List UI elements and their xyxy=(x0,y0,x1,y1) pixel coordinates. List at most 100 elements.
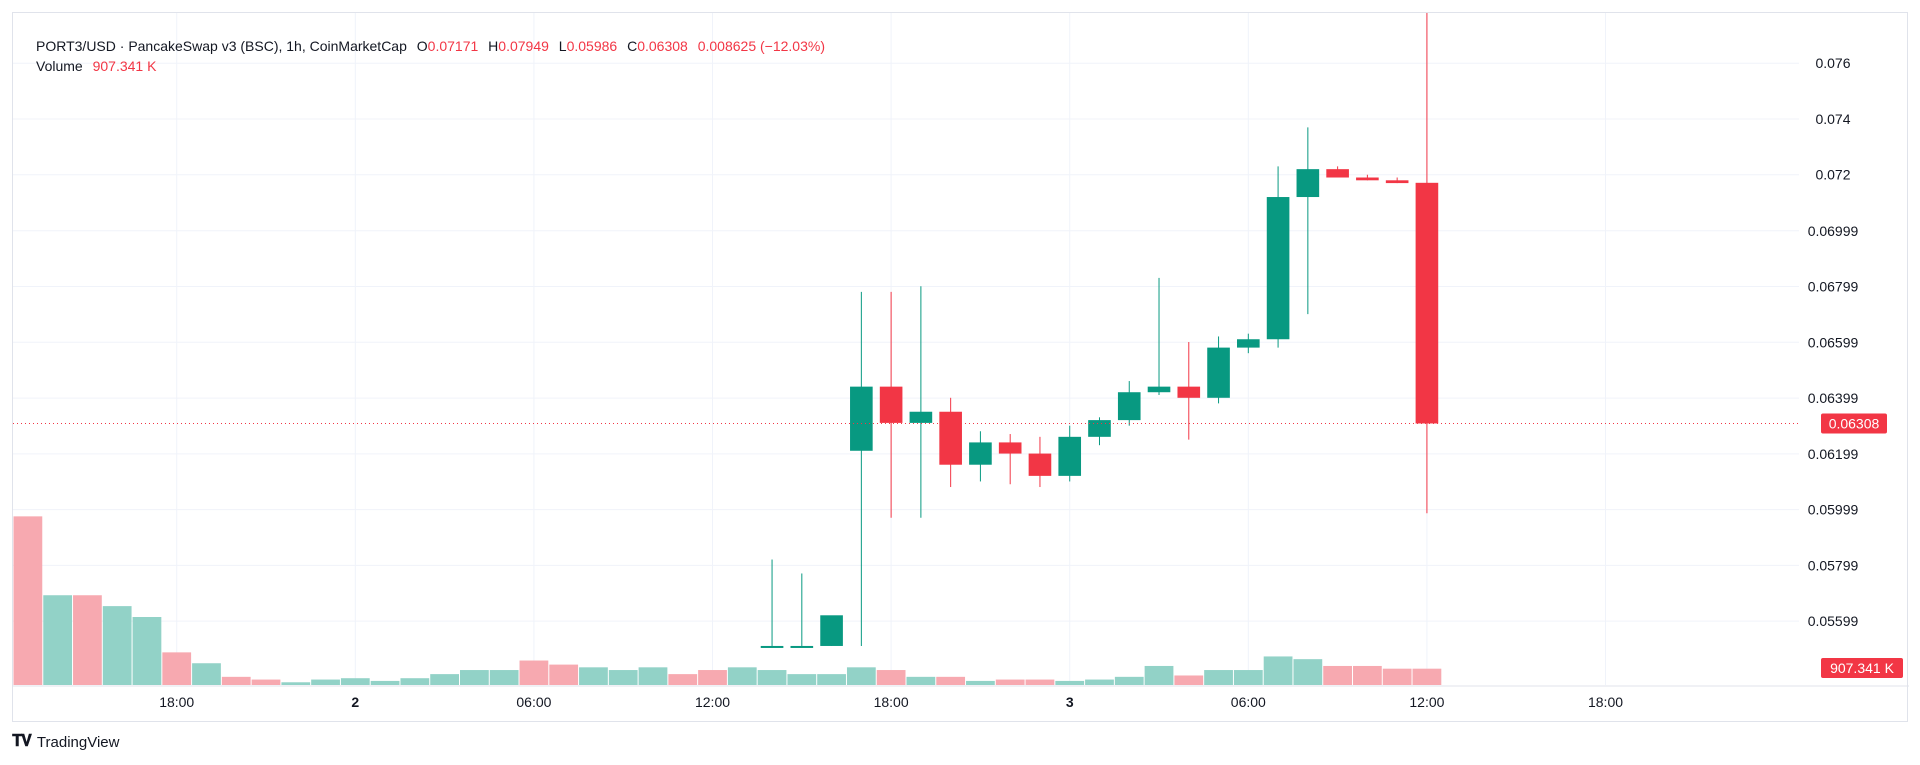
high-label: H xyxy=(488,38,499,54)
chart-frame[interactable]: 0.076 0.074 0.072 0.06999 0.06799 0.06599 0.06… xyxy=(12,12,1909,723)
y-tick-label: 0.076 xyxy=(1815,55,1850,71)
candlestick-chart[interactable]: 0.076 0.074 0.072 0.06999 0.06799 0.06599 0.06… xyxy=(13,13,1909,723)
volume-bar xyxy=(1263,656,1293,685)
volume-bar xyxy=(698,670,727,685)
volume-bar xyxy=(1293,659,1323,685)
volume-bar xyxy=(281,682,311,685)
y-tick-label: 0.06199 xyxy=(1808,446,1859,462)
volume-bar xyxy=(906,676,936,685)
y-tick-label: 0.074 xyxy=(1815,111,1850,127)
volume-bar xyxy=(519,660,549,685)
volume-bar xyxy=(757,670,787,685)
brand-label: TradingView xyxy=(36,733,120,751)
open-label: O xyxy=(416,38,428,54)
volume-bar xyxy=(1233,670,1263,685)
candle-body xyxy=(1385,180,1409,184)
volume-bar xyxy=(817,674,846,685)
volume-bar xyxy=(311,679,340,685)
volume-bar xyxy=(846,667,876,685)
candle-body xyxy=(1058,436,1082,476)
volume-bar xyxy=(549,664,579,685)
candle-body xyxy=(1296,169,1320,198)
volume-bar xyxy=(340,678,370,685)
x-tick-label: 18:00 xyxy=(1588,694,1623,710)
volume-bar xyxy=(668,674,698,685)
x-tick-label: 12:00 xyxy=(695,694,730,710)
y-tick-label: 0.072 xyxy=(1815,167,1850,183)
candle-body xyxy=(1147,386,1171,393)
volume-bar xyxy=(1323,665,1352,685)
volume-bar xyxy=(787,674,817,685)
chart-legend: PORT3/USD · PancakeSwap v3 (BSC), 1h, Co… xyxy=(36,36,825,76)
tradingview-logo[interactable]: 𝐓𝐕 TradingView xyxy=(12,733,119,751)
open-value: 0.07171 xyxy=(427,38,479,54)
volume-bar xyxy=(251,679,281,685)
low-label: L xyxy=(558,38,567,54)
volume-bar xyxy=(162,652,192,685)
volume-bar xyxy=(132,617,162,685)
volume-bar xyxy=(221,676,251,685)
y-tick-label: 0.06399 xyxy=(1808,390,1859,406)
candle-body xyxy=(1207,347,1230,398)
volume-value: 907.341 K xyxy=(92,58,157,74)
volume-bar xyxy=(1144,665,1174,685)
legend-volume-row: Volume 907.341 K xyxy=(36,56,825,76)
volume-bar xyxy=(876,670,906,685)
volume-bar xyxy=(1204,670,1233,685)
candle-body xyxy=(1177,386,1201,398)
candle-body xyxy=(1356,177,1379,181)
symbol-title[interactable]: PORT3/USD · PancakeSwap v3 (BSC), 1h, Co… xyxy=(36,38,407,54)
volume-bar xyxy=(966,680,995,685)
price-badge xyxy=(1821,413,1887,434)
volume-bar xyxy=(73,595,102,685)
volume-bar xyxy=(102,606,132,685)
volume-bar xyxy=(579,667,608,685)
high-value: 0.07949 xyxy=(498,38,549,54)
change-value: 0.008625 (−12.03%) xyxy=(697,38,825,54)
low-value: 0.05986 xyxy=(566,38,618,54)
y-tick-label: 0.06999 xyxy=(1808,223,1859,239)
close-value: 0.06308 xyxy=(637,38,688,54)
candle-body xyxy=(909,411,933,423)
candle-body xyxy=(1266,197,1290,340)
x-tick-label: 06:00 xyxy=(516,694,551,710)
tradingview-logo-icon: 𝐓𝐕 xyxy=(12,733,32,750)
volume-badge-label: 907.341 K xyxy=(1830,660,1894,676)
x-tick-label: 06:00 xyxy=(1231,694,1266,710)
x-tick-label: 12:00 xyxy=(1409,694,1444,710)
volume-bar xyxy=(1025,679,1055,685)
candle-body xyxy=(790,645,814,648)
y-tick-label: 0.05799 xyxy=(1808,557,1859,573)
volume-bar xyxy=(43,595,73,685)
y-tick-label: 0.05999 xyxy=(1808,502,1859,518)
volume-bar xyxy=(489,670,519,685)
volume-bar xyxy=(608,670,638,685)
x-tick-label: 3 xyxy=(1066,694,1074,710)
volume-bar xyxy=(430,674,459,685)
legend-ohlc-row: PORT3/USD · PancakeSwap v3 (BSC), 1h, Co… xyxy=(36,36,825,56)
candle-body xyxy=(1028,453,1052,476)
volume-label[interactable]: Volume xyxy=(36,58,83,74)
volume-bar xyxy=(1174,675,1204,685)
candle-body xyxy=(969,442,992,465)
y-tick-label: 0.05599 xyxy=(1808,613,1859,629)
volume-bar xyxy=(1412,668,1442,685)
candle-body xyxy=(1326,169,1349,178)
candle-body xyxy=(939,411,962,465)
x-tick-label: 2 xyxy=(351,694,359,710)
candle-body xyxy=(1237,339,1260,348)
volume-bar xyxy=(1085,679,1114,685)
volume-bar xyxy=(936,676,966,685)
volume-badge xyxy=(1821,658,1903,678)
candle-body xyxy=(850,386,873,451)
candle-body xyxy=(760,645,784,648)
volume-bar xyxy=(460,670,489,685)
y-tick-label: 0.06599 xyxy=(1808,334,1859,350)
candle-body xyxy=(998,442,1022,454)
candle-body xyxy=(820,615,843,646)
candle-body xyxy=(1415,182,1439,424)
volume-bar xyxy=(1055,680,1085,685)
volume-bar xyxy=(400,678,430,685)
candle-body xyxy=(1117,392,1141,421)
volume-bar xyxy=(1382,668,1412,685)
